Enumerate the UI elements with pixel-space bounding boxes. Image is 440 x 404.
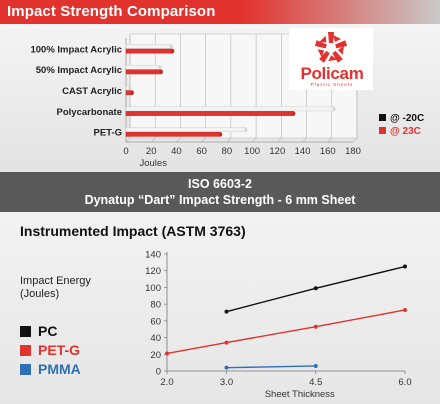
legend-item-pc: PC [20, 323, 81, 342]
legend-swatch-red [20, 345, 31, 356]
x-tick-label: 100 [244, 146, 260, 157]
bar-cap [218, 132, 223, 137]
grid-floor-line [125, 137, 131, 143]
bar-cap [159, 69, 163, 74]
logo-subtitle: Plastic Sheets [310, 82, 354, 87]
test-method-band: ISO 6603-2 Dynatup “Dart” Impact Strengt… [0, 172, 440, 212]
logo-mark-icon [314, 32, 348, 63]
x-tick-label: 120 [269, 146, 285, 157]
grid-floor-line [226, 137, 232, 143]
legend-label: PMMA [38, 361, 81, 377]
bar-cap [332, 106, 336, 111]
bar-cap [158, 65, 162, 70]
grid-floor-line [251, 137, 257, 143]
bar-minus20 [125, 44, 172, 49]
legend-label: @ 23C [390, 126, 421, 137]
grid-floor-line [327, 137, 332, 143]
x-tick-label: 80 [222, 146, 233, 157]
bar-cap [244, 127, 248, 132]
title-bar: Impact Strength Comparison [0, 0, 440, 24]
ylabel-line: Impact Energy [20, 275, 91, 287]
legend-label: PET-G [38, 342, 81, 358]
legend-swatch-blue [20, 364, 31, 375]
grid-floor-line [302, 137, 307, 143]
legend-item-petg: PET-G [20, 342, 81, 361]
legend-item-minus20: @ -20C [379, 113, 424, 126]
legend-swatch-black [379, 114, 386, 121]
bar-23 [125, 111, 294, 116]
line-legend: PC PET-G PMMA [20, 323, 81, 380]
legend-label: @ -20C [390, 113, 425, 124]
bar-cap [292, 111, 296, 116]
page-title: Impact Strength Comparison [7, 3, 216, 20]
category-label: 50% Impact Acrylic [36, 65, 122, 76]
legend-label: PC [38, 323, 58, 339]
bar-23 [125, 69, 162, 75]
x-tick-label: 160 [320, 146, 336, 157]
band-line-1: ISO 6603-2 [188, 177, 252, 191]
legend-swatch-red [379, 127, 386, 134]
grid-floor-line [176, 137, 181, 143]
bar-minus20 [125, 64, 161, 70]
bar-23 [125, 131, 221, 137]
x-tick-label: 40 [171, 146, 182, 157]
x-tick-label: 60 [196, 146, 207, 157]
grid-floor-line [151, 137, 156, 143]
x-tick-label: 20 [146, 146, 157, 157]
logo-wordmark: Policam [300, 64, 364, 83]
x-axis-label: Joules [139, 158, 167, 169]
x-tick-label: 0 [123, 146, 128, 157]
category-label: Polycarbonate [57, 107, 122, 118]
line-chart-ylabel: Impact Energy (Joules) [20, 275, 91, 301]
policam-logo: Policam Plastic Sheets [289, 28, 373, 90]
x-tick-label: 140 [295, 146, 311, 157]
bar-legend: @ -20C @ 23C [379, 113, 424, 139]
category-label: 100% Impact Acrylic [30, 44, 122, 55]
ylabel-line: (Joules) [20, 288, 60, 300]
bar-minus20 [125, 106, 335, 112]
grid-floor-line [277, 137, 282, 143]
bar-cap [171, 49, 175, 54]
legend-item-23: @ 23C [379, 126, 424, 139]
bar-23 [125, 48, 173, 54]
bar-minus20 [125, 127, 247, 133]
bar-cap [169, 44, 173, 49]
category-label: PET-G [93, 128, 122, 139]
category-label: CAST Acrylic [62, 86, 122, 97]
grid-floor-line [201, 137, 206, 143]
band-line-2: Dynatup “Dart” Impact Strength - 6 mm Sh… [84, 193, 356, 207]
bar-cap [128, 86, 132, 91]
x-tick-label: 180 [345, 146, 361, 157]
bar-cap [130, 90, 134, 95]
legend-swatch-black [20, 326, 31, 337]
legend-item-pmma: PMMA [20, 361, 81, 380]
bar-chart: 0 20 40 60 80 100 120 140 160 180 Joules 100% Impac… [30, 33, 361, 169]
grid-floor-line [352, 137, 358, 143]
section-title: Instrumented Impact (ASTM 3763) [20, 223, 246, 239]
